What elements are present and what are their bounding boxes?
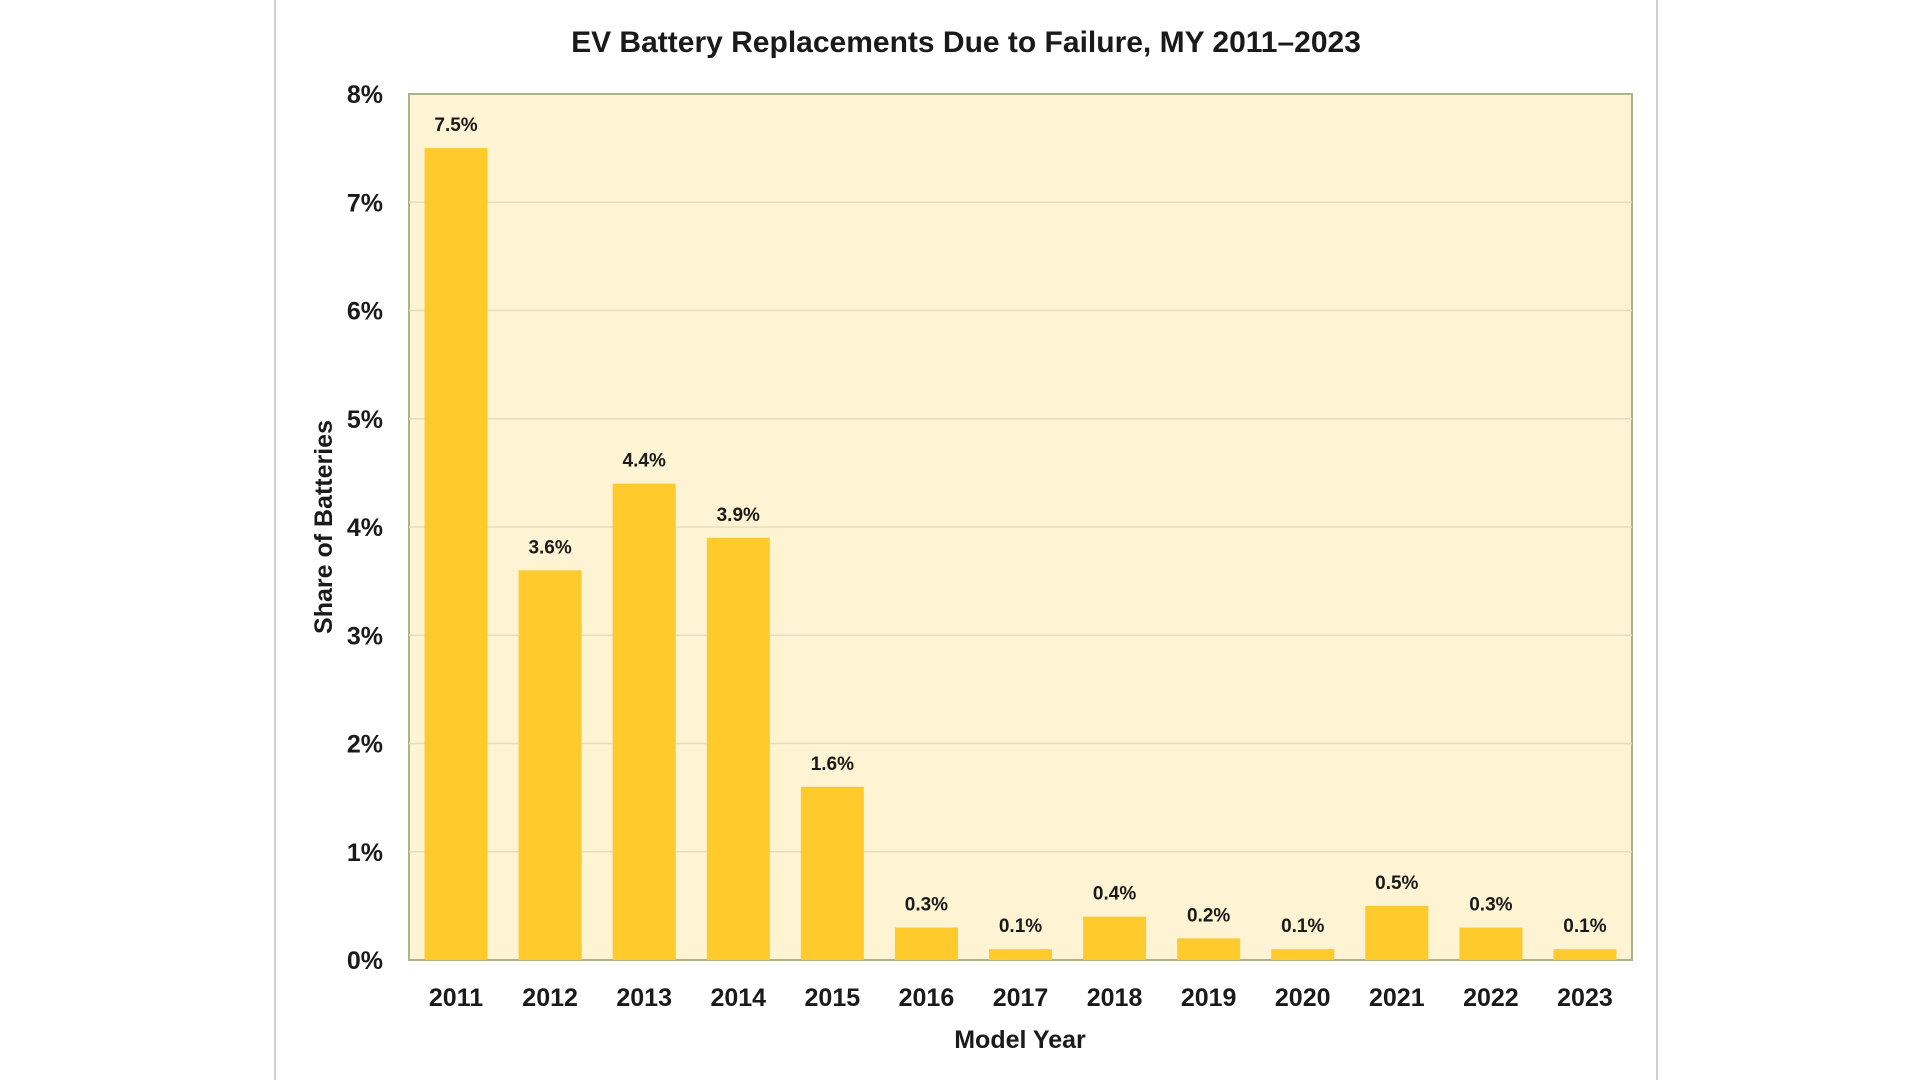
data-label: 4.4% <box>623 451 666 472</box>
y-axis-title: Share of Batteries <box>310 420 338 634</box>
x-tick-label: 2018 <box>1087 984 1143 1012</box>
data-label: 0.1% <box>1281 916 1324 937</box>
data-label: 1.6% <box>811 754 854 775</box>
y-tick-label: 0% <box>347 947 383 975</box>
data-label: 7.5% <box>434 115 477 136</box>
chart-title: EV Battery Replacements Due to Failure, … <box>571 26 1361 59</box>
y-axis-ticks: 0% 1% 2% 3% 4% 5% 6% 7% 8% <box>347 81 383 975</box>
y-tick-label: 3% <box>347 622 383 650</box>
bar <box>612 483 676 960</box>
data-label: 0.2% <box>1187 905 1230 926</box>
x-tick-label: 2019 <box>1181 984 1237 1012</box>
x-axis-title: Model Year <box>954 1026 1086 1054</box>
bar <box>424 148 488 960</box>
x-tick-label: 2017 <box>993 984 1049 1012</box>
data-labels: 7.5% 3.6% 4.4% 3.9% 1.6% 0.3% 0.1% 0.4% 0.2% 0.1%… <box>434 115 1606 937</box>
bar <box>894 927 958 960</box>
y-tick-label: 7% <box>347 189 383 217</box>
bars <box>424 148 1617 960</box>
y-tick-label: 1% <box>347 839 383 867</box>
x-tick-label: 2011 <box>429 984 483 1012</box>
data-label: 3.9% <box>717 505 760 526</box>
bar <box>1365 905 1429 960</box>
data-label: 0.1% <box>999 916 1042 937</box>
data-label: 0.1% <box>1563 916 1606 937</box>
y-tick-label: 5% <box>347 406 383 434</box>
bar <box>1083 916 1147 960</box>
data-label: 0.4% <box>1093 884 1136 905</box>
data-label: 0.3% <box>1469 895 1512 916</box>
x-tick-label: 2023 <box>1557 984 1613 1012</box>
data-label: 0.5% <box>1375 873 1418 894</box>
x-axis-ticks: 2011 2012 2013 2014 2015 2016 2017 2018 2019 2020… <box>429 984 1613 1012</box>
bar <box>800 786 864 960</box>
y-tick-label: 8% <box>347 81 383 109</box>
bar <box>1177 938 1241 960</box>
x-tick-label: 2014 <box>710 984 766 1012</box>
y-tick-label: 2% <box>347 731 383 759</box>
x-tick-label: 2013 <box>616 984 672 1012</box>
bar <box>989 949 1052 960</box>
data-label: 0.3% <box>905 895 948 916</box>
x-tick-label: 2015 <box>805 984 861 1012</box>
x-tick-label: 2012 <box>522 984 578 1012</box>
bar <box>1553 949 1617 960</box>
x-tick-label: 2016 <box>899 984 955 1012</box>
bar <box>1271 949 1335 960</box>
y-tick-label: 6% <box>347 298 383 326</box>
bar <box>706 537 770 960</box>
bar <box>1459 927 1523 960</box>
bar <box>518 570 582 960</box>
x-tick-label: 2021 <box>1369 984 1425 1012</box>
data-label: 3.6% <box>528 537 571 558</box>
x-tick-label: 2020 <box>1275 984 1331 1012</box>
y-tick-label: 4% <box>347 514 383 542</box>
x-tick-label: 2022 <box>1463 984 1519 1012</box>
